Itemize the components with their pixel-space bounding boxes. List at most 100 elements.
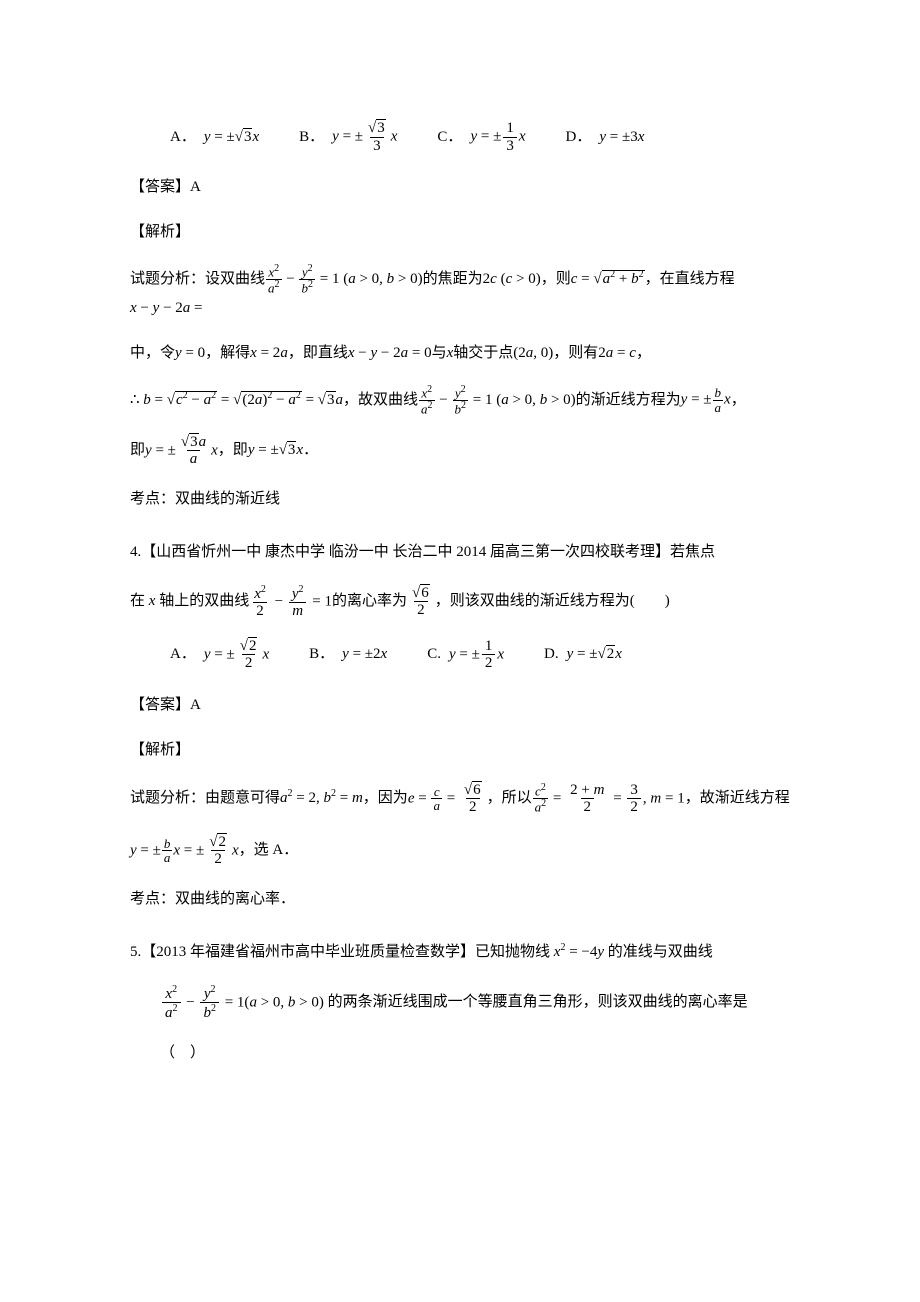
q-source: 【2013 年福建省福州市高中毕业班质量检查数学】已知抛物线 xyxy=(141,939,550,966)
text: 的焦距为 xyxy=(423,266,483,293)
formula: x − y − 2a = xyxy=(130,295,203,322)
q-number: 5. xyxy=(130,939,141,966)
opt-formula: y = ±22x xyxy=(204,638,269,672)
text: 的渐近线方程为 xyxy=(576,387,681,414)
text: 轴交于点 xyxy=(453,340,513,367)
formula: x2a2 − y2b2 = 1 (a > 0, b > 0) xyxy=(418,385,576,416)
opt-label: A． xyxy=(170,124,196,151)
formula: x xyxy=(145,588,159,615)
formula: (2a, 0) xyxy=(513,340,553,367)
text: 的离心率为 xyxy=(332,588,407,615)
q3-answer: 【答案】A xyxy=(130,174,790,201)
q4-cont: 在 x 轴上的双曲线 x22 − y2m = 1 的离心率为 62 ，则该双曲线… xyxy=(130,584,790,620)
text: ，故双曲线 xyxy=(343,387,418,414)
analysis-text: 【解析】 xyxy=(130,219,190,246)
text: ， xyxy=(636,340,651,367)
text: ，选 A． xyxy=(239,837,299,864)
formula: x2 = −4y xyxy=(550,939,608,966)
text: ． xyxy=(303,437,318,464)
formula: y = ±bax xyxy=(681,386,731,414)
q4-option-d: D. y = ±2x xyxy=(544,638,622,672)
text: 在 xyxy=(130,588,145,615)
q3-option-d: D． y = ±3x xyxy=(565,120,644,154)
opt-label: C. xyxy=(427,641,441,668)
formula: e = ca = 62 xyxy=(408,782,487,816)
q3-option-b: B． y = ±33x xyxy=(299,120,397,154)
q3-options: A． y = ±3x B． y = ±33x C． y = ±13x D． y … xyxy=(170,120,790,154)
q4-line2: y = ±bax = ±22x ，选 A． xyxy=(130,834,790,868)
formula: y = ±bax = ±22x xyxy=(130,834,239,868)
q5-stem: 5. 【2013 年福建省福州市高中毕业班质量检查数学】已知抛物线 x2 = −… xyxy=(130,939,790,966)
formula: x2a2 − y2b2 = 1 (a > 0, b > 0) xyxy=(265,264,423,295)
opt-formula: y = ±13x xyxy=(470,120,525,154)
opt-formula: y = ±2x xyxy=(342,641,387,668)
formula: 62 xyxy=(407,585,435,619)
text: ，则 xyxy=(541,266,571,293)
q4-option-a: A． y = ±22x xyxy=(170,638,269,672)
formula: c2a2 = 2 + m2 = 32, m = 1 xyxy=(532,782,685,816)
q4-option-c: C. y = ±12x xyxy=(427,638,504,672)
formula: x22 − y2m = 1 xyxy=(249,584,332,620)
q3-topic: 考点：双曲线的渐近线 xyxy=(130,486,790,513)
opt-label: D． xyxy=(565,124,591,151)
formula: x − y − 2a = 0 xyxy=(348,340,432,367)
q3-option-c: C． y = ±13x xyxy=(437,120,525,154)
text: ， xyxy=(731,387,746,414)
text: ，故渐近线方程 xyxy=(685,785,790,812)
text: ，即直线 xyxy=(288,340,348,367)
opt-formula: y = ±3x xyxy=(204,124,259,151)
text: 与 xyxy=(432,340,447,367)
q5-paren: （ ） xyxy=(160,1040,790,1067)
opt-label: A． xyxy=(170,641,196,668)
formula: ∴ b = c2 − a2 = (2a)2 − a2 = 3a xyxy=(130,387,343,414)
formula: 2c (c > 0) xyxy=(483,266,541,293)
answer-text: 【答案】A xyxy=(130,174,201,201)
formula: y = ±3x xyxy=(248,437,303,464)
q4-line1: 试题分析：由题意可得 a2 = 2, b2 = m ，因为 e = ca = 6… xyxy=(130,782,790,816)
q4-analysis: 【解析】 xyxy=(130,737,790,764)
formula: y = ±3aax xyxy=(145,434,218,468)
text: ，解得 xyxy=(205,340,250,367)
q5-cont: x2a2 − y2b2 = 1(a > 0, b > 0) 的两条渐近线围成一个… xyxy=(160,984,790,1022)
text: 轴上的双曲线 xyxy=(159,588,249,615)
q3-line3: ∴ b = c2 − a2 = (2a)2 − a2 = 3a ，故双曲线 x2… xyxy=(130,385,790,416)
answer-text: 【答案】A xyxy=(130,692,201,719)
q3-line2: 中，令 y = 0 ，解得 x = 2a ，即直线 x − y − 2a = 0… xyxy=(130,340,790,367)
formula: c = a2 + b2 xyxy=(571,266,645,293)
text: 试题分析：由题意可得 xyxy=(130,785,280,812)
formula: x xyxy=(447,340,454,367)
opt-formula: y = ±3x xyxy=(599,124,644,151)
topic-text: 考点：双曲线的渐近线 xyxy=(130,486,280,513)
q4-options: A． y = ±22x B． y = ±2x C. y = ±12x D. y … xyxy=(170,638,790,672)
text: ，因为 xyxy=(363,785,408,812)
text: 中，令 xyxy=(130,340,175,367)
text: ，即 xyxy=(218,437,248,464)
formula: x2a2 − y2b2 = 1(a > 0, b > 0) xyxy=(160,984,328,1022)
text: 即 xyxy=(130,437,145,464)
q-source: 【山西省忻州一中 康杰中学 临汾一中 长治二中 2014 届高三第一次四校联考理… xyxy=(141,539,715,566)
q3-analysis: 【解析】 xyxy=(130,219,790,246)
text: ，则该双曲线的渐近线方程为( ) xyxy=(435,588,670,615)
opt-formula: y = ±33x xyxy=(332,120,397,154)
opt-formula: y = ±2x xyxy=(567,641,622,668)
q3-option-a: A． y = ±3x xyxy=(170,120,259,154)
formula: x = 2a xyxy=(250,340,288,367)
formula: y = 0 xyxy=(175,340,205,367)
opt-label: D. xyxy=(544,641,559,668)
formula: 2a = c xyxy=(598,340,636,367)
q4-option-b: B． y = ±2x xyxy=(309,638,387,672)
text: 的两条渐近线围成一个等腰直角三角形，则该双曲线的离心率是 xyxy=(328,989,748,1016)
topic-text: 考点：双曲线的离心率． xyxy=(130,886,295,913)
q-number: 4. xyxy=(130,539,141,566)
text: 的准线与双曲线 xyxy=(608,939,713,966)
text: ，所以 xyxy=(487,785,532,812)
text: 试题分析：设双曲线 xyxy=(130,266,265,293)
opt-label: B． xyxy=(309,641,334,668)
opt-label: C． xyxy=(437,124,462,151)
formula: a2 = 2, b2 = m xyxy=(280,785,363,812)
q3-line1: 试题分析：设双曲线 x2a2 − y2b2 = 1 (a > 0, b > 0)… xyxy=(130,264,790,322)
text: ，则有 xyxy=(553,340,598,367)
q4-stem: 4. 【山西省忻州一中 康杰中学 临汾一中 长治二中 2014 届高三第一次四校… xyxy=(130,539,790,566)
q4-topic: 考点：双曲线的离心率． xyxy=(130,886,790,913)
opt-label: B． xyxy=(299,124,324,151)
